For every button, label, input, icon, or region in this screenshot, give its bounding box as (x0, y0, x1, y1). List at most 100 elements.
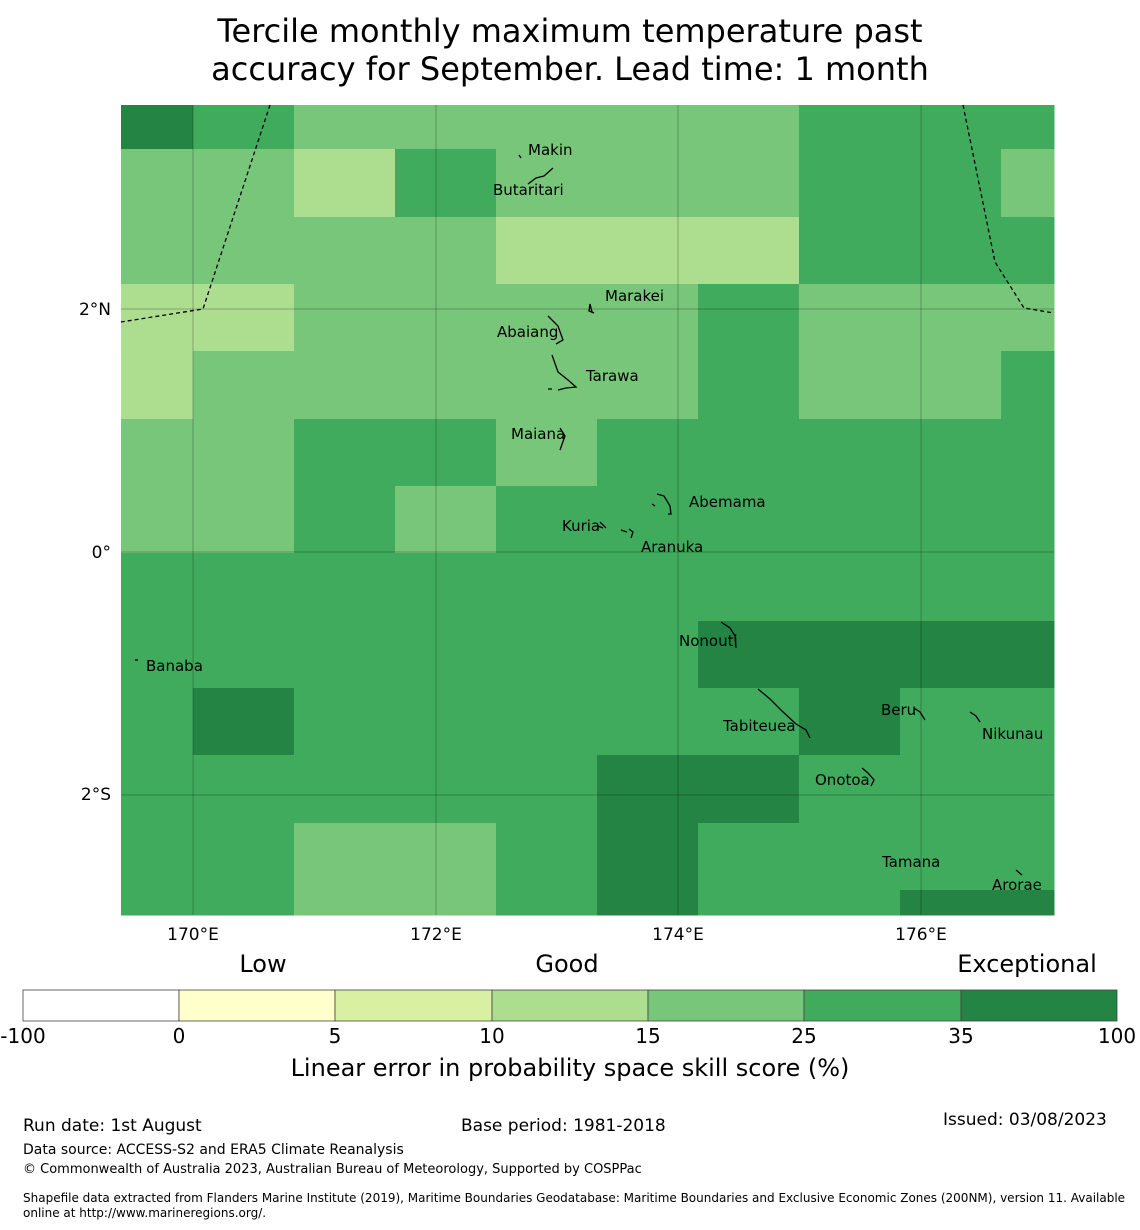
colorbar-segment (334, 989, 493, 1022)
colorbar-tick-label: 5 (329, 1024, 342, 1048)
base-period: Base period: 1981-2018 (461, 1116, 666, 1136)
grid-cell (799, 553, 901, 622)
grid-cell (900, 553, 1002, 622)
grid-cell (799, 217, 901, 285)
grid-cell (121, 621, 194, 689)
abemama-outline (651, 493, 672, 515)
colorbar-tick-label: 15 (635, 1024, 660, 1048)
eez-boundary-west (120, 104, 271, 323)
grid-cell (294, 553, 396, 622)
grid-cell (597, 688, 699, 756)
skill-score-map: Makin Butaritari Marakei Abaiang Tarawa … (79, 104, 1055, 945)
grid-cell (121, 755, 194, 824)
colorbar-segment (960, 989, 1118, 1022)
shapefile-credit-line-2: online at http://www.marineregions.org/. (23, 1206, 267, 1220)
grid-cell (1001, 755, 1055, 824)
colorbar-tick-label: 0 (173, 1024, 186, 1048)
butaritari-outline (518, 154, 554, 185)
colorbar-tick-labels: -100 0 5 10 15 25 35 100 (0, 1024, 1136, 1048)
island-label-beru: Beru (881, 701, 916, 719)
island-label-onotoa: Onotoa (815, 771, 870, 789)
grid-cell (496, 823, 598, 891)
colorbar-segment (178, 989, 336, 1022)
grid-cell (121, 217, 194, 285)
grid-cell (496, 755, 598, 824)
colorbar-segment (491, 989, 649, 1022)
grid-cell (395, 284, 497, 352)
shapefile-credit-line-1: Shapefile data extracted from Flanders M… (23, 1191, 1126, 1205)
island-label-makin: Makin (528, 141, 573, 159)
grid-cell (496, 419, 598, 487)
grid-cell (799, 823, 901, 891)
colorbar-tick-label: 25 (791, 1024, 816, 1048)
grid-cell (121, 351, 194, 420)
grid-cell (900, 217, 1002, 285)
grid-cell (1001, 419, 1055, 487)
grid-cell (597, 419, 699, 487)
grid-cell (193, 351, 295, 420)
grid-cell (900, 149, 1002, 218)
tabiteuea-outline (757, 688, 811, 739)
grid-cell (698, 149, 800, 218)
grid-cell (698, 553, 800, 622)
island-label-tabiteuea: Tabiteuea (722, 717, 796, 735)
grid-cell (294, 419, 396, 487)
grid-cell (193, 486, 295, 554)
colorbar-segments (22, 989, 1118, 1022)
tarawa-outline (548, 354, 578, 391)
grid-cell (294, 823, 396, 891)
legend-category-low: Low (239, 950, 286, 978)
grid-cell (799, 486, 901, 554)
grid-cell (193, 105, 295, 150)
map-title-line-2: accuracy for September. Lead time: 1 mon… (211, 50, 929, 88)
grid-cell (121, 823, 194, 891)
grid-cell (395, 755, 497, 824)
grid-cell (121, 419, 194, 487)
grid-cell (496, 621, 598, 689)
grid-cell (698, 105, 800, 150)
grid-cell (294, 688, 396, 756)
grid-cell (193, 621, 295, 689)
grid-cell (799, 688, 901, 756)
grid-cell (799, 419, 901, 487)
y-tick-2s: 2°S (81, 785, 111, 805)
x-tick-174e: 174°E (652, 925, 704, 945)
grid-cell (121, 688, 194, 756)
grid-cell (1001, 823, 1055, 891)
grid-cell (597, 823, 699, 891)
onotoa-outline (861, 767, 875, 787)
colorbar-segment (803, 989, 962, 1022)
grid-cell (900, 755, 1002, 824)
grid-cell (294, 890, 396, 916)
grid-cell (121, 149, 194, 218)
legend-category-good: Good (535, 950, 598, 978)
grid-cell (193, 419, 295, 487)
copyright-notice: © Commonwealth of Australia 2023, Austra… (23, 1162, 642, 1177)
grid-cell (799, 890, 901, 916)
grid-cell (698, 419, 800, 487)
grid-cell (294, 621, 396, 689)
y-tick-2n: 2°N (79, 300, 111, 320)
grid-cell (597, 621, 699, 689)
grid-cell (121, 486, 194, 554)
colorbar-tick-label: 10 (479, 1024, 504, 1048)
island-label-butaritari: Butaritari (493, 181, 564, 199)
island-label-tarawa: Tarawa (585, 367, 639, 385)
grid-cell (193, 217, 295, 285)
grid-cell (294, 486, 396, 554)
grid-cell (597, 217, 699, 285)
grid-cell (597, 890, 699, 916)
nonouti-outline (720, 621, 737, 649)
grid-cell (597, 755, 699, 824)
abaiang-outline (547, 315, 564, 345)
island-label-nikunau: Nikunau (982, 725, 1043, 743)
grid-cell (294, 755, 396, 824)
legend-category-exceptional: Exceptional (957, 950, 1097, 978)
grid-cell (294, 105, 396, 150)
grid-cell (121, 890, 194, 916)
grid-cell (395, 553, 497, 622)
island-label-maiana: Maiana (511, 425, 565, 443)
island-label-banaba: Banaba (146, 657, 203, 675)
grid-cell (799, 105, 901, 150)
grid-cell (1001, 284, 1055, 352)
